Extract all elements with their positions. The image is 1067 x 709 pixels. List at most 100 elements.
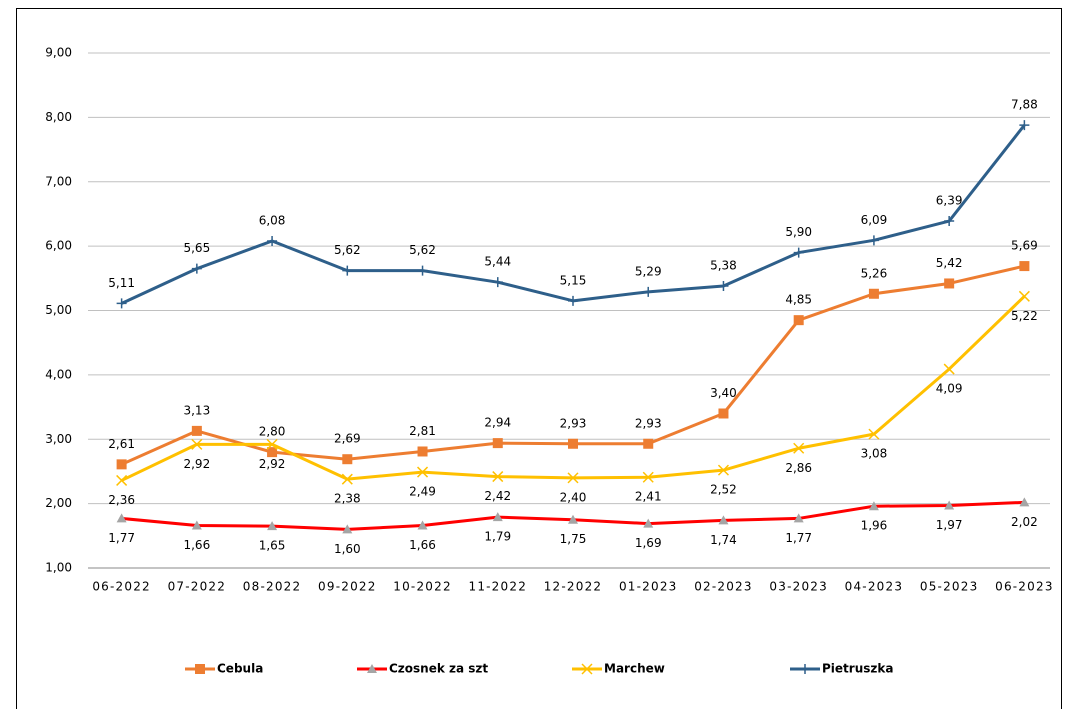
marker (417, 520, 428, 530)
marker (868, 235, 879, 246)
data-label: 2,93 (560, 416, 587, 430)
data-label: 5,38 (710, 259, 737, 273)
y-tick-label: 4,00 (45, 367, 72, 381)
marker (1019, 497, 1030, 507)
marker (643, 518, 654, 528)
marker (642, 471, 654, 483)
data-label: 1,77 (108, 531, 135, 545)
x-tick-label: 05-2023 (920, 580, 979, 594)
data-label: 2,49 (409, 485, 436, 499)
marker (717, 464, 729, 476)
marker (417, 446, 428, 457)
data-label: 2,42 (484, 489, 511, 503)
marker (342, 454, 353, 465)
marker (191, 263, 202, 274)
x-tick-label: 10-2022 (393, 580, 452, 594)
data-label: 4,85 (785, 293, 812, 307)
y-tick-label: 9,00 (45, 46, 72, 60)
marker (568, 514, 578, 524)
data-label: 2,40 (560, 490, 587, 504)
marker (643, 286, 654, 297)
x-tick-label: 09-2022 (318, 580, 377, 594)
marker (718, 515, 729, 525)
data-label: 2,36 (108, 493, 135, 507)
marker (266, 438, 278, 450)
x-tick-label: 06-2023 (995, 580, 1054, 594)
marker (643, 438, 654, 449)
marker (116, 298, 127, 309)
data-label: 5,44 (484, 255, 511, 269)
data-label: 6,39 (936, 194, 963, 208)
marker (581, 663, 593, 675)
data-label: 6,08 (259, 213, 286, 227)
legend-label: Czosnek za szt (389, 662, 488, 676)
marker (116, 474, 128, 486)
marker (492, 438, 503, 449)
data-label: 2,52 (710, 483, 737, 497)
marker (195, 664, 205, 674)
marker (718, 281, 729, 292)
marker (943, 363, 955, 375)
legend-label: Cebula (217, 662, 263, 676)
data-label: 5,65 (183, 241, 210, 255)
data-label: 7,88 (1011, 98, 1038, 112)
data-label: 1,66 (183, 538, 210, 552)
data-label: 2,94 (484, 416, 511, 430)
legend-label: Marchew (604, 662, 665, 676)
y-tick-label: 3,00 (45, 432, 72, 446)
marker (267, 521, 278, 531)
data-label: 5,62 (334, 243, 361, 257)
legend-label: Pietruszka (822, 662, 893, 676)
data-label: 2,81 (409, 424, 436, 438)
marker (342, 265, 353, 276)
data-label: 5,90 (785, 225, 812, 239)
x-tick-label: 02-2023 (694, 580, 753, 594)
data-label: 1,75 (560, 532, 587, 546)
marker (567, 472, 579, 484)
data-label: 1,74 (710, 533, 737, 547)
series-line (120, 295, 1026, 482)
marker (944, 500, 955, 510)
y-tick-label: 7,00 (45, 174, 72, 188)
marker (417, 466, 429, 478)
marker (868, 428, 880, 440)
data-label: 2,80 (259, 425, 286, 439)
y-tick-label: 5,00 (45, 303, 72, 317)
x-tick-label: 03-2023 (769, 580, 828, 594)
marker (116, 513, 127, 523)
data-label: 3,08 (861, 447, 888, 461)
marker (492, 471, 504, 483)
marker (1019, 261, 1030, 272)
marker (191, 438, 203, 450)
x-tick-label: 01-2023 (619, 580, 678, 594)
y-tick-label: 6,00 (45, 239, 72, 253)
x-tick-label: 12-2022 (544, 580, 603, 594)
marker (718, 408, 729, 419)
x-tick-label: 06-2022 (92, 580, 151, 594)
chart-frame (16, 8, 1062, 709)
marker (116, 459, 127, 470)
marker (944, 278, 955, 289)
marker (191, 425, 202, 436)
marker (342, 524, 353, 534)
series-line (121, 264, 1025, 466)
data-label: 1,65 (259, 539, 286, 553)
data-label: 5,15 (560, 273, 587, 287)
data-label: 1,66 (409, 538, 436, 552)
y-tick-label: 1,00 (45, 561, 72, 575)
data-label: 2,41 (635, 490, 662, 504)
data-label: 5,42 (936, 256, 963, 270)
marker (1018, 290, 1030, 302)
marker (793, 247, 804, 258)
y-tick-label: 2,00 (45, 496, 72, 510)
marker (568, 295, 578, 306)
data-label: 2,86 (785, 461, 812, 475)
marker (793, 315, 804, 326)
data-label: 2,69 (334, 432, 361, 446)
data-label: 1,79 (484, 530, 511, 544)
data-label: 2,92 (259, 457, 286, 471)
data-label: 5,62 (409, 243, 436, 257)
marker (267, 447, 278, 458)
data-label: 5,29 (635, 264, 662, 278)
